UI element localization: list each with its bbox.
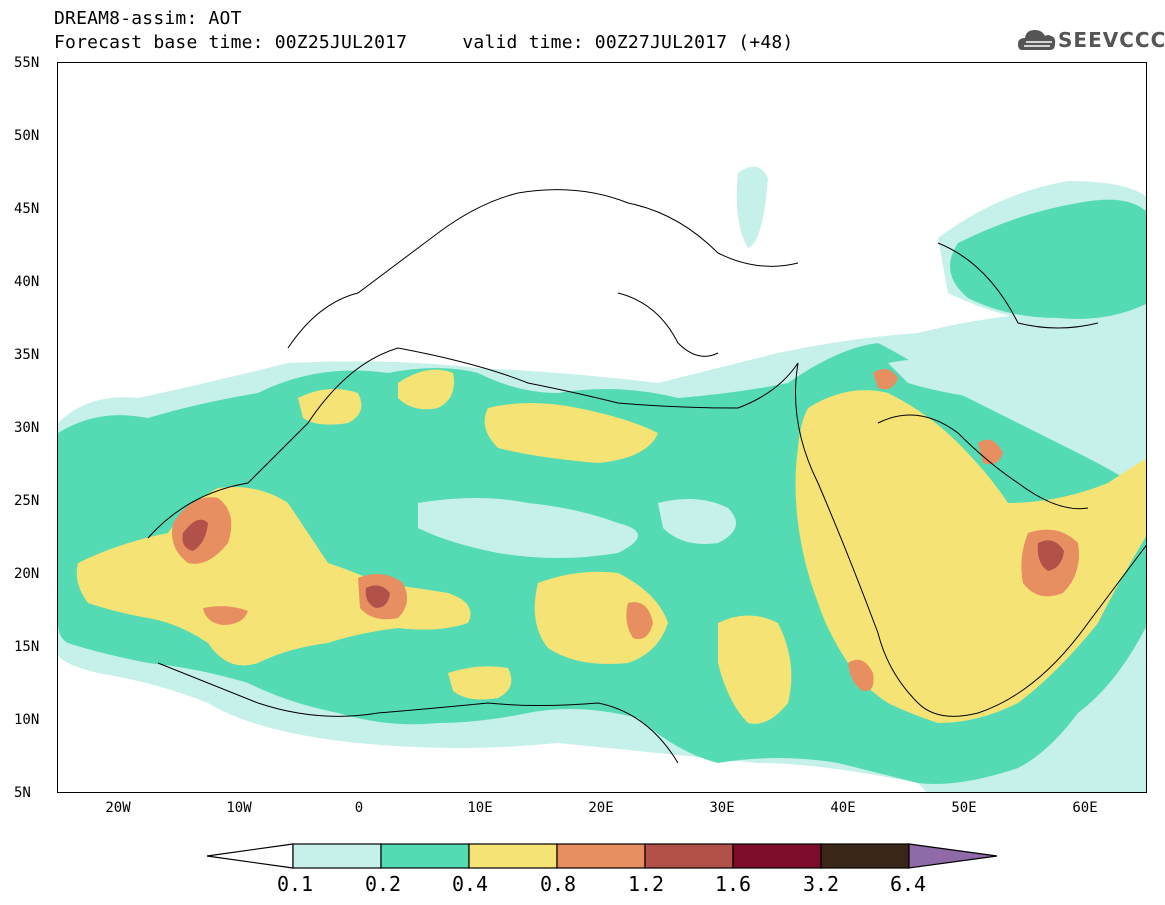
logo-text: SEEVCCC [1058,28,1165,52]
aot-clear-patches [418,358,1098,558]
lon-label: 50E [951,800,977,816]
colorbar-cell [380,843,470,869]
lat-label: 15N [14,639,40,655]
lon-label: 60E [1072,800,1098,816]
colorbar-cell [644,843,734,869]
colorbar-cell [206,843,294,869]
colorbar-cell [820,843,910,869]
lat-label: 35N [14,347,40,363]
map-area [57,62,1147,793]
aot-band-1.2 [182,519,1064,608]
lon-label: 30E [709,800,735,816]
colorbar-label: 0.2 [364,872,402,896]
lon-label: 40E [830,800,856,816]
lat-label: 25N [14,493,40,509]
lon-label: 0 [354,800,364,816]
colorbar-cell [468,843,558,869]
colorbar-cell [732,843,822,869]
lat-label: 5N [14,785,31,801]
aot-field [58,166,1146,792]
colorbar-label: 0.1 [276,872,314,896]
lat-label: 20N [14,566,40,582]
colorbar [206,843,998,869]
lat-label: 55N [14,55,40,71]
map-title: DREAM8-assim: AOT [54,8,242,29]
cloud-icon [1018,30,1056,50]
colorbar-label: 1.2 [627,872,665,896]
colorbar-label: 1.6 [714,872,752,896]
lon-label: 20E [588,800,614,816]
colorbar-cell [292,843,382,869]
colorbar-label: 0.8 [539,872,577,896]
lat-label: 30N [14,420,40,436]
coastlines [147,189,1146,764]
forecast-times: Forecast base time: 00Z25JUL2017 valid t… [54,32,794,53]
lat-label: 10N [14,712,40,728]
lat-label: 50N [14,128,40,144]
lon-label: 10E [467,800,493,816]
lon-label: 20W [105,800,131,816]
lat-label: 45N [14,201,40,217]
lat-label: 40N [14,274,40,290]
colorbar-cell [908,843,998,869]
colorbar-cell [556,843,646,869]
lon-label: 10W [226,800,252,816]
colorbar-label: 6.4 [889,872,927,896]
colorbar-label: 0.4 [451,872,489,896]
colorbar-label: 3.2 [802,872,840,896]
